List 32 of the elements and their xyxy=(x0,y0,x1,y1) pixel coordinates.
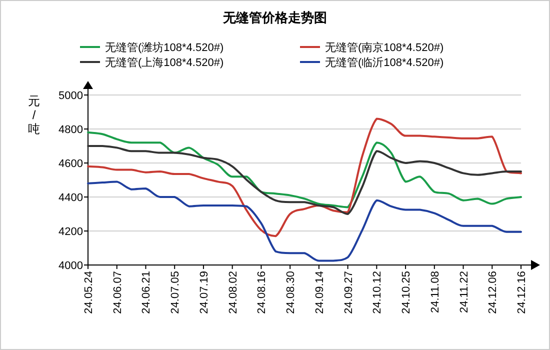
y-tick-label: 5000 xyxy=(58,90,83,102)
x-tick-label: 24.05.24 xyxy=(83,271,95,314)
line-series xyxy=(87,180,522,262)
x-tick-label: 24.08.02 xyxy=(227,271,240,314)
x-tick-label: 24.06.07 xyxy=(112,271,124,314)
x-tick-label: 24.08.16 xyxy=(256,271,268,314)
x-tick-label: 24.12.06 xyxy=(487,271,500,314)
legend-label: 无缝管(临沂108*4.520#) xyxy=(325,56,444,69)
x-tick-label: 24.10.25 xyxy=(400,271,413,314)
y-tick-label: 4000 xyxy=(58,260,83,272)
legend-label: 无缝管(潍坊108*4.520#) xyxy=(105,41,224,54)
x-tick-label: 24.07.19 xyxy=(198,271,210,314)
legend-label: 无缝管(上海108*4.520#) xyxy=(105,56,224,69)
y-tick-label: 4800 xyxy=(58,124,83,136)
y-tick-label: 4400 xyxy=(58,192,83,204)
chart-title: 无缝管价格走势图 xyxy=(222,10,327,25)
y-tick-label: 4200 xyxy=(58,226,83,238)
legend-label: 无缝管(南京108*4.520#) xyxy=(325,41,444,54)
line-series xyxy=(87,118,522,238)
line-series xyxy=(87,145,522,215)
x-tick-label: 24.11.08 xyxy=(429,271,442,314)
x-tick-label: 24.12.16 xyxy=(516,271,528,314)
line-series xyxy=(87,131,522,208)
y-tick-label: 4600 xyxy=(58,158,83,170)
x-tick-label: 24.09.14 xyxy=(314,271,326,314)
y-axis-title: 元/吨 xyxy=(28,94,40,136)
x-tick-label: 24.06.21 xyxy=(140,271,153,314)
x-tick-label: 24.11.22 xyxy=(458,271,470,314)
x-tick-label: 24.10.12 xyxy=(372,271,384,314)
x-tick-label: 24.09.27 xyxy=(342,271,355,314)
x-tick-label: 24.07.05 xyxy=(170,271,182,314)
x-tick-label: 24.08.30 xyxy=(285,271,298,314)
